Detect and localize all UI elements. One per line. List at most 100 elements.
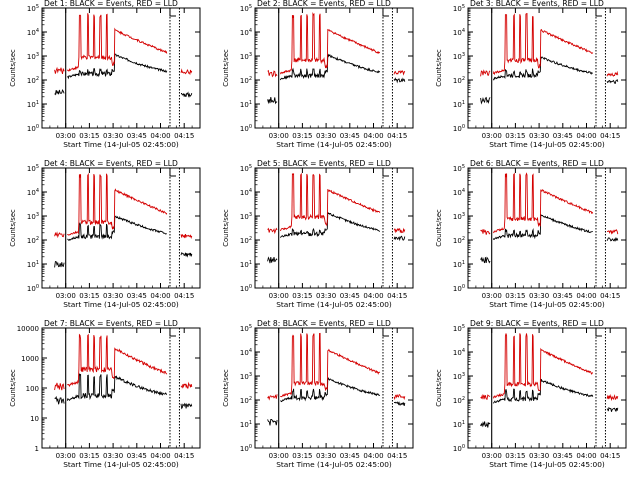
y-tick-label: 100 [240,444,252,453]
events-series-line [180,402,193,410]
x-tick-label: 03:30 [529,132,549,140]
y-tick-label: 103 [453,52,465,61]
y-axis-label: Counts/sec [222,49,230,87]
interval-marker-hook [169,8,176,17]
events-series-line [54,260,65,268]
events-series-line [606,78,619,85]
y-tick-label: 104 [453,348,465,357]
x-tick-label: 03:15 [505,132,525,140]
y-axis-label: Counts/sec [9,209,17,247]
lld-series-line [67,172,168,236]
lld-series-line [606,393,619,402]
events-series-line [181,91,193,98]
x-tick-label: 04:15 [600,452,620,460]
x-tick-label: 03:00 [482,452,502,460]
y-tick-label: 100 [26,385,39,393]
events-series-line [67,53,168,80]
y-tick-label: 105 [240,4,252,13]
chart-title: Det 2: BLACK = Events, RED = LLD [257,0,391,8]
y-tick-label: 104 [240,188,252,197]
y-tick-label: 103 [453,212,465,221]
x-tick-label: 03:45 [127,292,147,300]
detector-panel-1: 100 101 102 103 104 105 03:00 03:15 03:30 03:45 04… [0,0,212,160]
y-tick-label: 105 [27,164,39,173]
y-tick-label: 101 [453,420,465,429]
y-tick-label: 103 [240,212,252,221]
x-tick-label: 04:15 [174,132,194,140]
interval-marker-hook [169,328,176,337]
y-tick-label: 105 [453,4,465,13]
x-tick-label: 03:15 [292,292,312,300]
lld-series-line [180,233,193,240]
y-tick-label: 101 [240,100,252,109]
events-series-line [279,212,380,238]
x-tick-label: 03:30 [529,292,549,300]
detector-panel-8: 100 101 102 103 104 105 03:00 03:15 03:30 03:45 04… [213,320,425,480]
y-tick-label: 1 [35,445,39,453]
lld-series-line [180,68,193,76]
events-series-line [492,378,594,404]
y-axis-label: Counts/sec [435,209,443,247]
x-tick-label: 03:15 [505,292,525,300]
y-tick-label: 103 [240,372,252,381]
x-axis-label: Start Time (14-Jul-05 02:45:00) [489,460,605,469]
y-tick-label: 100 [453,124,465,133]
lld-series-line [279,172,381,232]
events-series-line [492,213,593,241]
events-series-line [267,97,278,105]
events-series-line [280,377,381,403]
lld-series-line [393,70,406,76]
y-tick-label: 105 [240,324,252,333]
events-series-line [279,53,381,81]
interval-marker-hook [169,168,176,177]
y-tick-label: 105 [453,324,465,333]
events-series-line [480,256,491,264]
x-tick-label: 04:00 [576,292,596,300]
x-tick-label: 03:15 [292,132,312,140]
lld-series-line [492,172,594,234]
detector-panel-6: 100 101 102 103 104 105 03:00 03:15 03:30 03:45 04… [426,160,638,320]
interval-marker-hook [382,168,389,177]
x-tick-label: 03:00 [269,292,289,300]
y-tick-label: 104 [240,28,252,37]
lld-series-line [279,11,381,75]
events-series-line [267,256,278,264]
y-tick-label: 105 [27,4,39,13]
y-tick-label: 101 [240,260,252,269]
y-tick-label: 101 [453,260,465,269]
x-axis-label: Start Time (14-Jul-05 02:45:00) [63,300,179,309]
events-series-line [606,406,619,413]
y-tick-label: 101 [240,420,252,429]
x-tick-label: 03:30 [529,452,549,460]
x-axis-label: Start Time (14-Jul-05 02:45:00) [63,460,179,469]
x-tick-label: 03:00 [482,292,502,300]
y-tick-label: 103 [27,212,39,221]
x-tick-label: 03:45 [553,132,573,140]
y-tick-label: 102 [240,396,252,405]
y-tick-label: 103 [453,372,465,381]
lld-series-line [54,231,65,239]
lld-series-line [267,69,278,78]
x-tick-label: 03:30 [316,292,336,300]
x-tick-label: 03:15 [292,452,312,460]
x-tick-label: 04:00 [576,452,596,460]
chart-title: Det 6: BLACK = Events, RED = LLD [470,160,604,168]
lld-series-line [480,69,491,77]
detector-panel-2: 100 101 102 103 104 105 03:00 03:15 03:30 03:45 04… [213,0,425,160]
y-axis-label: Counts/sec [435,369,443,407]
y-axis-label: Counts/sec [9,369,17,407]
y-tick-label: 100 [27,124,39,133]
events-series-line [480,96,491,105]
interval-marker-hook [382,8,389,17]
interval-marker-hook [595,8,602,17]
y-tick-label: 105 [240,164,252,173]
chart-title: Det 3: BLACK = Events, RED = LLD [470,0,604,8]
lld-series-line [492,333,594,399]
y-axis-label: Counts/sec [435,49,443,87]
x-tick-label: 03:45 [340,132,360,140]
x-tick-label: 04:00 [363,292,383,300]
